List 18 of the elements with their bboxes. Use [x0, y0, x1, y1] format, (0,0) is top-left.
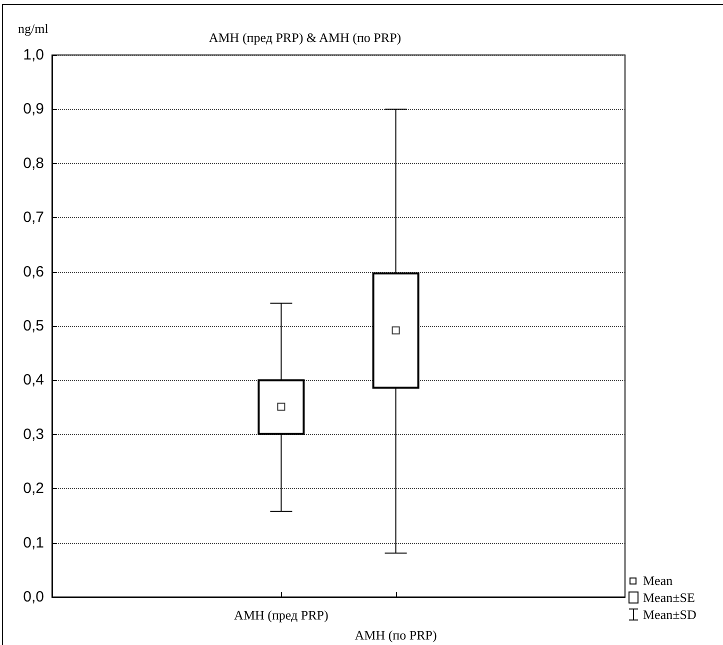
text: Mean [643, 572, 673, 589]
y-tick-label: 0,8 [23, 154, 44, 172]
chart-title: AMH (пред PRP) & AMH (по PRP) [208, 30, 402, 45]
text: Mean±SE [643, 589, 695, 606]
y-tick-label: 0,3 [23, 426, 44, 443]
y-tick-label: 0,0 [23, 588, 44, 606]
y-tick-label: 0,1 [23, 534, 44, 552]
y-tick-label: 0,6 [23, 263, 44, 280]
y-tick-label: 0,4 [23, 372, 44, 389]
y-tick-label: 0,2 [23, 480, 44, 498]
x-tick-label: AMH (по PRP) [354, 628, 437, 642]
y-tick-label: 1,0 [23, 46, 44, 64]
y-tick-label: 0,9 [23, 100, 44, 118]
y-axis-title: ng/ml [18, 21, 49, 36]
x-tick-label: AMH (пред PRP) [234, 608, 328, 622]
y-tick-label: 0,7 [23, 209, 44, 226]
y-tick-label: 0,5 [23, 318, 44, 334]
text: Mean±SD [643, 606, 696, 623]
